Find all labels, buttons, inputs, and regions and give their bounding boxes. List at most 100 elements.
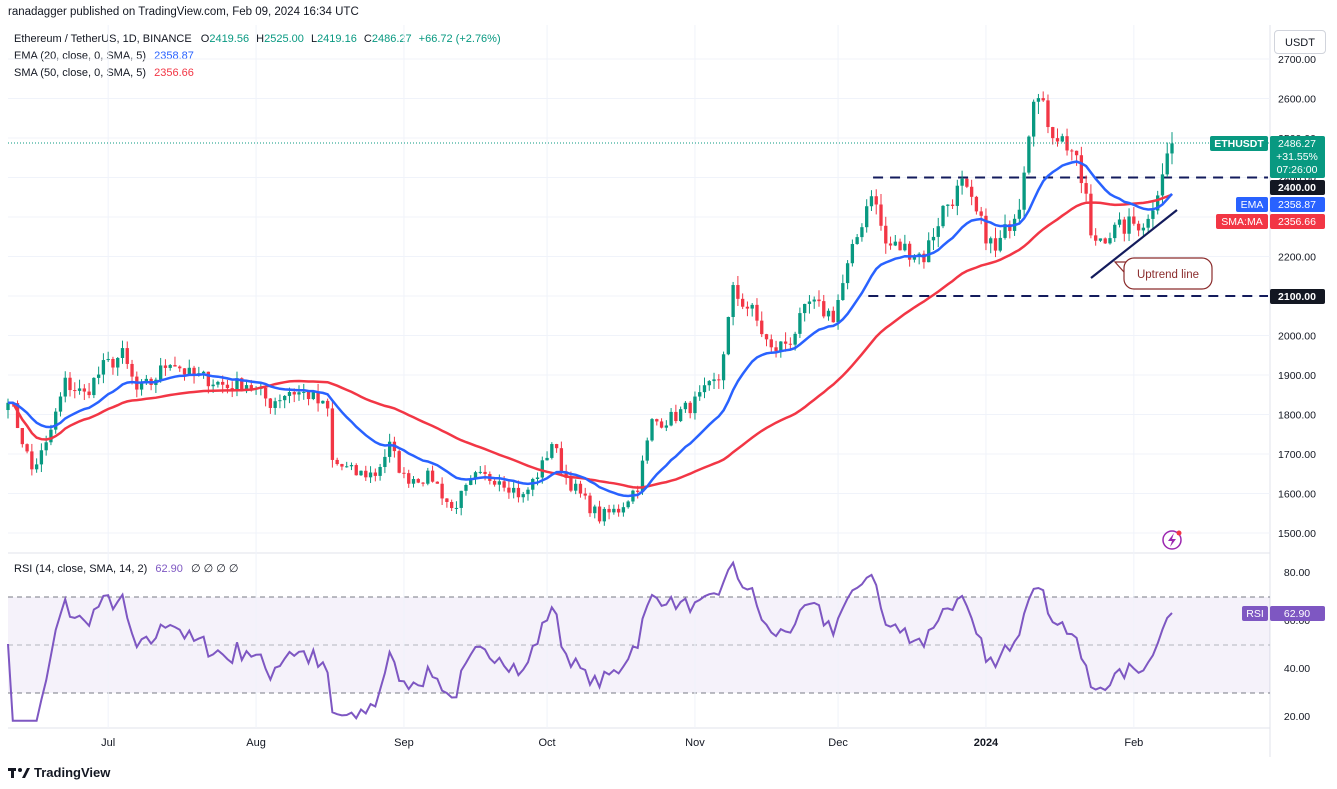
candle-body [516,487,521,498]
candle-body [540,460,544,478]
bar-countdown: 07:26:00 [1277,164,1318,176]
candle-body [101,360,106,375]
candle-body [73,390,77,392]
candle-body [440,483,444,499]
rsi-tick-label: 40.00 [1284,663,1310,675]
candle-body [478,471,482,473]
candle-body [583,493,587,496]
candle-body [574,483,578,491]
candle-body [1108,238,1112,244]
candle-body [521,494,525,498]
price-tick-label: 1500.00 [1278,528,1316,540]
candle-body [826,310,831,317]
price-tick-label: 1900.00 [1278,370,1316,382]
time-tick-label: Oct [539,737,556,749]
candle-body [931,236,936,241]
currency-button[interactable]: USDT [1274,30,1326,54]
tradingview-footer[interactable]: TradingView [8,765,110,780]
candle-body [698,392,702,397]
candle-body [1074,150,1079,156]
candle-body [211,384,215,387]
candle-body [283,395,287,401]
candle-body [82,388,86,392]
candle-body [712,379,716,382]
level-2400-tag-bg [1270,180,1325,195]
candle-body [550,444,554,458]
rsi-tick-label: 80.00 [1284,567,1310,579]
candle-body [1127,216,1131,234]
candle-body [1008,224,1012,231]
candle-body [492,480,497,485]
uptrend-line[interactable] [1090,209,1178,279]
uptrend-callout[interactable]: Uptrend line [1113,257,1213,290]
candle-body [903,243,907,251]
candle-body [349,465,354,467]
rsi-legend[interactable]: RSI (14, close, SMA, 14, 2) 62.90 ∅ ∅ ∅ … [14,562,238,575]
candle-body [387,441,392,457]
candle-body [15,403,20,429]
candle-body [292,392,296,395]
candle-body [397,451,401,473]
ema-value-box [1270,197,1325,212]
candle-body [554,444,559,449]
candle-body [473,472,478,479]
candle-body [1113,224,1117,239]
candle-body [106,358,110,361]
rsi-legend-value: 62.90 [155,563,183,575]
last-price-value: 2486.27 [1278,138,1316,150]
ema-tag-text: EMA [1241,199,1264,211]
rsi-legend-label: RSI (14, close, SMA, 14, 2) [14,563,148,575]
candle-body [163,365,168,368]
candle-body [49,429,53,443]
ohlc-high: H2525.00 [256,33,304,45]
candle-body [497,481,502,485]
candle-body [244,385,249,392]
candle-body [1089,193,1093,236]
candle-body [855,237,859,244]
candle-body [588,495,592,514]
candle-body [683,402,688,410]
candle-body [783,341,788,344]
candle-body [960,178,964,186]
sma-legend-value: 2356.66 [154,67,194,79]
candle-body [96,374,101,378]
level-2100-tag-text: 2100.00 [1278,291,1316,303]
sma-tag-bg [1216,214,1268,229]
candle-body [850,243,855,264]
sma-value-text: 2356.66 [1278,216,1316,228]
time-tick-label: Feb [1124,737,1143,749]
candle-body [898,241,902,251]
ohlc-low: L2419.16 [310,33,357,45]
candle-body [1117,219,1122,225]
candle-body [216,381,220,385]
level-2400-tag-text: 2400.00 [1278,182,1316,194]
candle-body [426,470,430,484]
candle-body [464,484,468,491]
rsi-line[interactable] [7,560,1173,722]
candle-body [807,301,812,304]
candle-body [325,400,330,409]
sma50-line[interactable] [7,193,1173,489]
candle-body [34,464,39,470]
candle-body [39,450,44,465]
candle-body [1165,153,1169,175]
candle-body [158,365,163,380]
callout-text: Uptrend line [1137,269,1199,281]
candle-body [340,464,344,467]
candle-body [969,186,974,197]
candle-body [306,391,311,400]
candle-body [1031,101,1036,137]
candle-body [1132,216,1136,224]
candle-body [812,299,816,302]
sma-legend[interactable]: SMA (50, close, 0, SMA, 5) 2356.66 [14,67,194,79]
candle-body [526,489,530,495]
candle-body [740,298,745,307]
candle-body [674,411,678,422]
lightning-icon[interactable] [1162,530,1182,550]
candle-body [87,391,91,396]
candle-body [793,333,797,345]
sma-legend-label: SMA (50, close, 0, SMA, 5) [14,67,147,79]
price-tick-label: 2600.00 [1278,94,1316,106]
ema20-line[interactable] [8,160,1173,498]
